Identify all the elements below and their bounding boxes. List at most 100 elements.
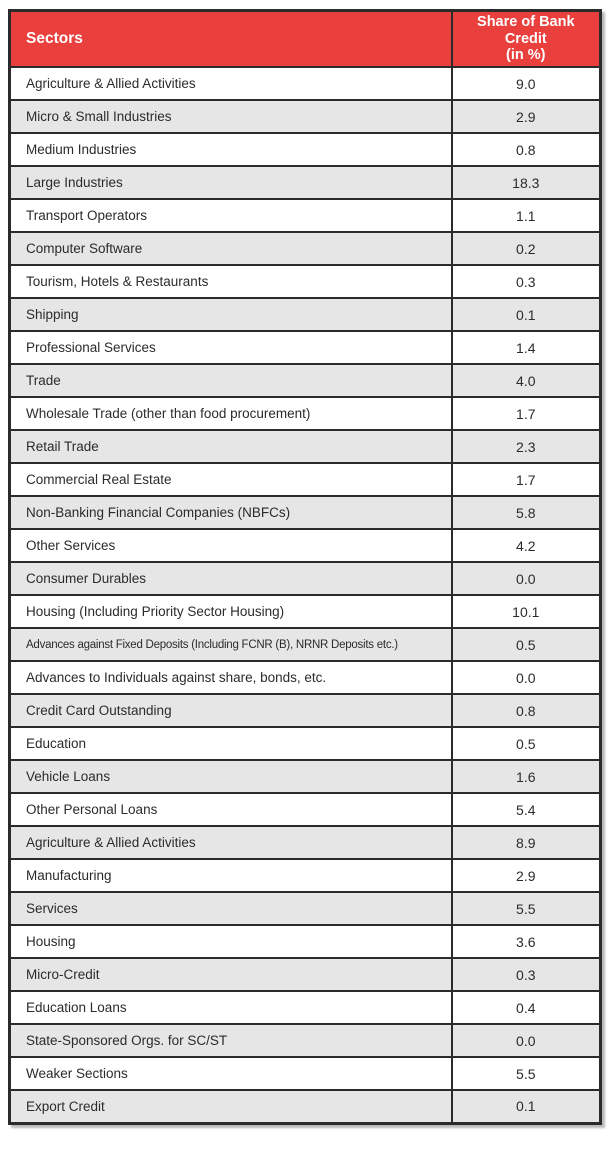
sector-name-cell: Weaker Sections: [8, 1056, 453, 1092]
table-body: Agriculture & Allied Activities 9.0 Micro …: [8, 66, 602, 1125]
share-value-cell: 1.7: [450, 396, 602, 432]
table-row: Advances against Fixed Deposits (Includi…: [8, 627, 602, 663]
sector-name-cell: Other Services: [8, 528, 453, 564]
table-row: Computer Software 0.2: [8, 231, 602, 267]
sector-name-cell: Micro-Credit: [8, 957, 453, 993]
table-row: Tourism, Hotels & Restaurants 0.3: [8, 264, 602, 300]
share-value-cell: 0.4: [450, 990, 602, 1026]
share-value-cell: 2.9: [450, 858, 602, 894]
sector-name-cell: Medium Industries: [8, 132, 453, 168]
share-value-cell: 5.4: [450, 792, 602, 828]
share-value-cell: 2.3: [450, 429, 602, 465]
table-row: Transport Operators 1.1: [8, 198, 602, 234]
bank-credit-share-table: Sectors Share of Bank Credit (in %) Agri…: [8, 9, 602, 1125]
share-value-cell: 5.8: [450, 495, 602, 531]
sector-name-cell: Trade: [8, 363, 453, 399]
table-row: Shipping 0.1: [8, 297, 602, 333]
sector-name-cell: Wholesale Trade (other than food procure…: [8, 396, 453, 432]
sector-name-cell: Computer Software: [8, 231, 453, 267]
sector-name-cell: Education: [8, 726, 453, 762]
table-row: Medium Industries 0.8: [8, 132, 602, 168]
share-value-cell: 9.0: [450, 66, 602, 102]
table-row: Education 0.5: [8, 726, 602, 762]
table-row: Retail Trade 2.3: [8, 429, 602, 465]
table-row: Housing 3.6: [8, 924, 602, 960]
share-column-header: Share of Bank Credit (in %): [450, 9, 602, 69]
share-value-cell: 0.8: [450, 132, 602, 168]
table-row: Professional Services 1.4: [8, 330, 602, 366]
share-value-cell: 18.3: [450, 165, 602, 201]
sector-name-cell: Services: [8, 891, 453, 927]
share-value-cell: 0.5: [450, 726, 602, 762]
table-row: Micro-Credit 0.3: [8, 957, 602, 993]
table-row: State-Sponsored Orgs. for SC/ST 0.0: [8, 1023, 602, 1059]
table-row: Non-Banking Financial Companies (NBFCs) 5…: [8, 495, 602, 531]
table-row: Other Services 4.2: [8, 528, 602, 564]
sector-name-cell: Transport Operators: [8, 198, 453, 234]
table-row: Credit Card Outstanding 0.8: [8, 693, 602, 729]
table-row: Large Industries 18.3: [8, 165, 602, 201]
table-row: Housing (Including Priority Sector Housi…: [8, 594, 602, 630]
share-value-cell: 1.6: [450, 759, 602, 795]
sector-name-cell: Education Loans: [8, 990, 453, 1026]
share-value-cell: 5.5: [450, 891, 602, 927]
sector-name-cell: Tourism, Hotels & Restaurants: [8, 264, 453, 300]
sector-name-cell: Shipping: [8, 297, 453, 333]
table-row: Trade 4.0: [8, 363, 602, 399]
share-value-cell: 0.0: [450, 1023, 602, 1059]
table-row: Weaker Sections 5.5: [8, 1056, 602, 1092]
table-row: Agriculture & Allied Activities 9.0: [8, 66, 602, 102]
sector-name-cell: Vehicle Loans: [8, 759, 453, 795]
sector-name-cell: Retail Trade: [8, 429, 453, 465]
table-row: Agriculture & Allied Activities 8.9: [8, 825, 602, 861]
table-row: Advances to Individuals against share, b…: [8, 660, 602, 696]
sector-name-cell: Credit Card Outstanding: [8, 693, 453, 729]
sector-name-cell: Commercial Real Estate: [8, 462, 453, 498]
share-value-cell: 8.9: [450, 825, 602, 861]
share-value-cell: 2.9: [450, 99, 602, 135]
sectors-column-header: Sectors: [8, 9, 453, 69]
sector-name-cell: Non-Banking Financial Companies (NBFCs): [8, 495, 453, 531]
table-row: Consumer Durables 0.0: [8, 561, 602, 597]
share-value-cell: 0.2: [450, 231, 602, 267]
sector-name-cell: Micro & Small Industries: [8, 99, 453, 135]
share-value-cell: 0.5: [450, 627, 602, 663]
share-value-cell: 0.0: [450, 660, 602, 696]
table-head: Sectors Share of Bank Credit (in %): [8, 9, 602, 69]
share-value-cell: 0.1: [450, 297, 602, 333]
sector-name-cell: Manufacturing: [8, 858, 453, 894]
sector-name-cell: Export Credit: [8, 1089, 453, 1125]
sector-name-cell: Agriculture & Allied Activities: [8, 825, 453, 861]
share-value-cell: 1.1: [450, 198, 602, 234]
share-value-cell: 1.4: [450, 330, 602, 366]
table-row: Commercial Real Estate 1.7: [8, 462, 602, 498]
page: Sectors Share of Bank Credit (in %) Agri…: [8, 9, 602, 1125]
share-value-cell: 0.1: [450, 1089, 602, 1125]
share-value-cell: 4.2: [450, 528, 602, 564]
sector-name-cell: Housing: [8, 924, 453, 960]
header-row: Sectors Share of Bank Credit (in %): [8, 9, 602, 69]
sector-name-cell: Agriculture & Allied Activities: [8, 66, 453, 102]
table-row: Micro & Small Industries 2.9: [8, 99, 602, 135]
table-row: Other Personal Loans 5.4: [8, 792, 602, 828]
table-row: Vehicle Loans 1.6: [8, 759, 602, 795]
sector-name-cell: Consumer Durables: [8, 561, 453, 597]
share-value-cell: 0.0: [450, 561, 602, 597]
table-row: Export Credit 0.1: [8, 1089, 602, 1125]
share-value-cell: 1.7: [450, 462, 602, 498]
share-value-cell: 4.0: [450, 363, 602, 399]
table-row: Education Loans 0.4: [8, 990, 602, 1026]
share-value-cell: 5.5: [450, 1056, 602, 1092]
table-row: Manufacturing 2.9: [8, 858, 602, 894]
table-row: Wholesale Trade (other than food procure…: [8, 396, 602, 432]
share-value-cell: 10.1: [450, 594, 602, 630]
sector-name-cell: Other Personal Loans: [8, 792, 453, 828]
sector-name-cell: Housing (Including Priority Sector Housi…: [8, 594, 453, 630]
sector-name-cell: Advances against Fixed Deposits (Includi…: [8, 627, 453, 663]
sector-name-cell: Professional Services: [8, 330, 453, 366]
sector-name-cell: Advances to Individuals against share, b…: [8, 660, 453, 696]
share-value-cell: 0.3: [450, 264, 602, 300]
share-value-cell: 0.3: [450, 957, 602, 993]
sector-name-cell: Large Industries: [8, 165, 453, 201]
share-value-cell: 0.8: [450, 693, 602, 729]
